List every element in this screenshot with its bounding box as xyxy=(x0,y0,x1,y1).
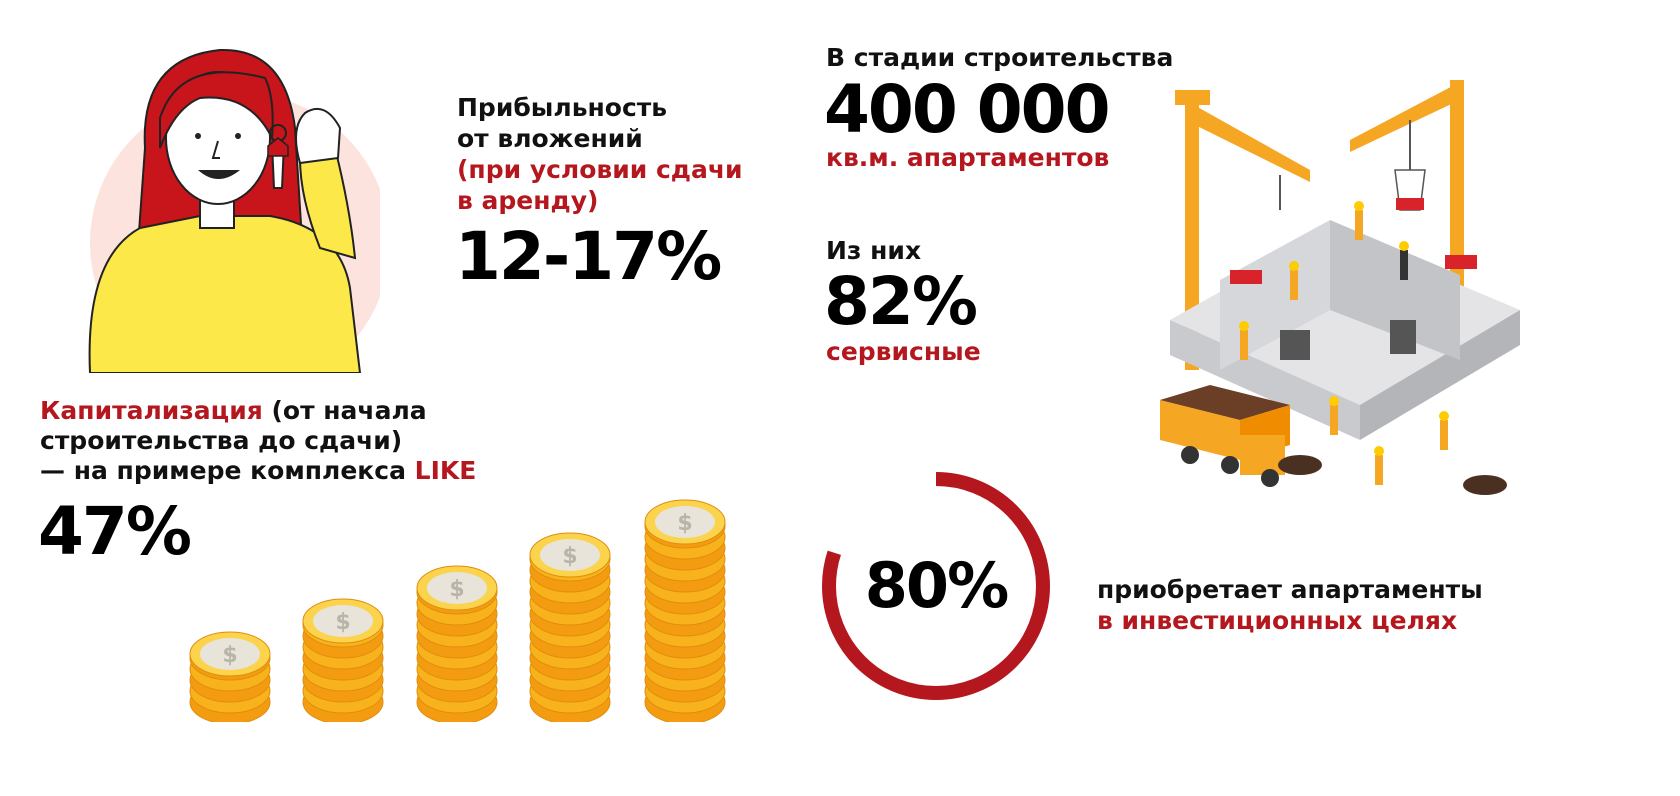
woman-with-keys-illustration xyxy=(50,38,380,373)
dollar-sign-icon: $ xyxy=(562,544,577,569)
dollar-coin-icon xyxy=(427,572,487,604)
capitalization-value: 47% xyxy=(38,493,192,570)
dollar-coin-icon xyxy=(540,539,600,571)
service-label: Из них xyxy=(826,236,922,265)
coin-stack: $ xyxy=(529,532,611,722)
profitability-value: 12-17% xyxy=(455,218,722,295)
construction-site-illustration xyxy=(1130,60,1530,510)
profitability-label-line2: от вложений xyxy=(457,124,643,153)
profitability-label: Прибыльность от вложений (при условии сд… xyxy=(457,92,743,216)
capitalization-label-prefix: — на примере комплекса xyxy=(40,456,415,485)
dollar-coin-icon xyxy=(200,638,260,670)
construction-value: 400 000 xyxy=(824,71,1111,148)
coin-stack: $ xyxy=(302,598,384,722)
coin-stack: $ xyxy=(416,565,498,722)
profitability-label-line1: Прибыльность xyxy=(457,93,668,122)
dollar-sign-icon: $ xyxy=(677,511,692,536)
dollar-coin-icon xyxy=(655,506,715,538)
investment-ring-arc xyxy=(822,472,1050,700)
capitalization-label-line3: — на примере комплекса LIKE xyxy=(40,456,476,486)
coin-stacks-illustration: $ $ $ $ $ xyxy=(180,460,740,722)
capitalization-label-line2: строительства до сдачи) xyxy=(40,426,403,455)
service-value: 82% xyxy=(824,263,978,340)
investment-progress-ring xyxy=(820,470,1052,702)
coin-stack: $ xyxy=(189,631,271,722)
coin-stack: $ xyxy=(644,499,726,722)
investment-text-line1: приобретает апартаменты xyxy=(1097,575,1483,604)
investment-text-line2: в инвестиционных целях xyxy=(1097,606,1458,635)
construction-label: В стадии строительства xyxy=(826,43,1174,72)
profitability-note-line2: в аренду) xyxy=(457,186,599,215)
investment-value: 80% xyxy=(864,549,1009,622)
capitalization-label-line1: Капитализация (от начала xyxy=(40,396,476,426)
investment-text: приобретает апартаменты в инвестиционных… xyxy=(1097,574,1483,636)
capitalization-label: Капитализация (от начала строительства д… xyxy=(40,396,476,486)
capitalization-label-rest: (от начала xyxy=(262,396,427,425)
capitalization-label-red: Капитализация xyxy=(40,396,263,425)
dollar-sign-icon: $ xyxy=(222,643,237,668)
dollar-coin-icon xyxy=(313,605,373,637)
dollar-sign-icon: $ xyxy=(449,577,464,602)
service-unit: сервисные xyxy=(826,337,981,366)
dollar-sign-icon: $ xyxy=(335,610,350,635)
capitalization-label-highlight: LIKE xyxy=(414,456,477,485)
profitability-note-line1: (при условии сдачи xyxy=(457,155,743,184)
construction-unit: кв.м. апартаментов xyxy=(826,143,1110,172)
